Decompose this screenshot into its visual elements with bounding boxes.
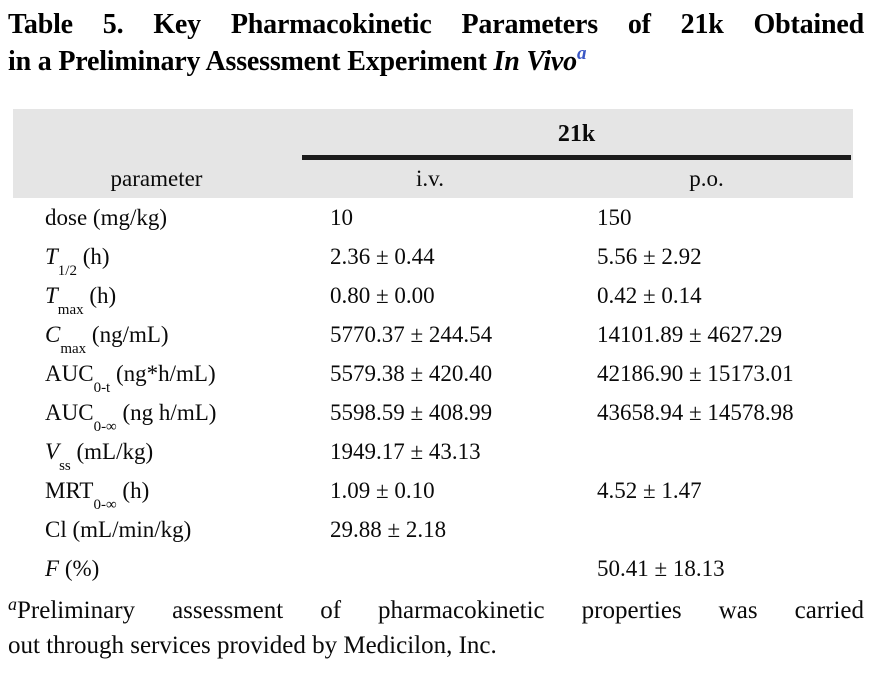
parameter-unit: (h): [83, 283, 117, 308]
parameter-unit: (mL/kg): [70, 439, 154, 464]
table-row: AUC0-∞ (ng h/mL) 5598.59 ± 408.99 43658.94…: [13, 393, 853, 435]
table-row: T1/2 (h) 2.36 ± 0.44 5.56 ± 2.92: [13, 237, 853, 279]
footnote-line2: out through services provided by Medicil…: [8, 632, 497, 659]
po-value-cell: 4.52 ± 1.47: [597, 478, 702, 503]
paper-page: Table 5. Key Pharmacokinetic Parameters …: [0, 6, 872, 673]
footnote-marker-superscript: a: [576, 43, 587, 64]
parameter-name: AUC: [45, 361, 94, 386]
iv-value-cell: [300, 549, 560, 588]
footnote-line1-text: Preliminary assessment of pharmacokineti…: [17, 597, 864, 624]
parameter-cell: AUC0-t (ng*h/mL): [13, 354, 300, 396]
parameter-subscript: 0-t: [93, 379, 111, 396]
table-row: MRT0-∞ (h) 1.09 ± 0.10 4.52 ± 1.47: [13, 471, 853, 513]
parameter-unit: (h): [76, 244, 110, 269]
po-value-cell: 150: [597, 205, 632, 230]
table-caption-line2: in a Preliminary Assessment Experiment I…: [8, 43, 864, 83]
table-row: Cmax (ng/mL) 5770.37 ± 244.54 14101.89 ± 4…: [13, 315, 853, 357]
parameter-cell: AUC0-∞ (ng h/mL): [13, 393, 300, 435]
table-caption-line1: Table 5. Key Pharmacokinetic Parameters …: [8, 9, 864, 40]
parameter-cell: Vss (mL/kg): [13, 432, 300, 474]
footnote-line1: aPreliminary assessment of pharmacokinet…: [8, 594, 864, 629]
table-caption-invivo: In Vivo: [493, 46, 578, 77]
parameter-cell: dose (mg/kg): [13, 198, 300, 237]
parameter-cell: MRT0-∞ (h): [13, 471, 300, 513]
column-header-iv: i.v.: [416, 166, 444, 191]
table-header-band: 21k parameter i.v. p.o.: [13, 109, 853, 198]
table-caption-line2-text: in a Preliminary Assessment Experiment: [8, 46, 494, 77]
iv-value-cell: 29.88 ± 2.18: [330, 517, 447, 542]
po-value-cell: 42186.90 ± 15173.01: [597, 361, 794, 386]
table-row: Tmax (h) 0.80 ± 0.00 0.42 ± 0.14: [13, 276, 853, 318]
parameter-subscript: ss: [59, 457, 71, 474]
column-header-row: parameter i.v. p.o.: [13, 160, 853, 198]
parameter-unit: (mg/kg): [87, 205, 168, 230]
iv-value-cell: 10: [330, 205, 353, 230]
iv-value-cell: 1.09 ± 0.10: [330, 478, 435, 503]
iv-value-cell: 1949.17 ± 43.13: [330, 439, 481, 464]
parameter-cell: Tmax (h): [13, 276, 300, 318]
parameter-subscript: max: [57, 301, 84, 318]
group-header-rule: [302, 155, 851, 160]
parameter-unit: (mL/min/kg): [66, 517, 192, 542]
column-header-po: p.o.: [689, 166, 724, 191]
group-header-row: 21k: [13, 109, 853, 155]
column-header-parameter: parameter: [110, 166, 203, 191]
parameter-cell: T1/2 (h): [13, 237, 300, 279]
parameter-subscript: 1/2: [57, 262, 77, 279]
parameter-unit: (%): [59, 556, 100, 581]
parameter-name: dose: [45, 205, 88, 230]
parameter-name: C: [45, 322, 61, 347]
table-row: Vss (mL/kg) 1949.17 ± 43.13: [13, 432, 853, 474]
table-row: Cl (mL/min/kg) 29.88 ± 2.18: [13, 510, 853, 549]
parameter-unit: (ng h/mL): [116, 400, 217, 425]
parameter-unit: (ng/mL): [86, 322, 169, 347]
parameter-subscript: 0-∞: [93, 496, 117, 513]
parameter-unit: (ng*h/mL): [110, 361, 216, 386]
parameter-name: T: [45, 244, 58, 269]
parameter-subscript: max: [60, 340, 87, 357]
parameter-name: T: [45, 283, 58, 308]
parameter-cell: Cmax (ng/mL): [13, 315, 300, 357]
table-caption: Table 5. Key Pharmacokinetic Parameters …: [8, 6, 864, 83]
parameter-unit: (h): [116, 478, 150, 503]
po-value-cell: [560, 510, 853, 549]
iv-value-cell: 0.80 ± 0.00: [330, 283, 435, 308]
parameter-name: AUC: [45, 400, 94, 425]
po-value-cell: 0.42 ± 0.14: [597, 283, 702, 308]
table-row: dose (mg/kg) 10 150: [13, 198, 853, 237]
po-value-cell: [560, 432, 853, 471]
iv-value-cell: 5579.38 ± 420.40: [330, 361, 493, 386]
group-header-21k: 21k: [557, 121, 596, 147]
po-value-cell: 43658.94 ± 14578.98: [597, 400, 794, 425]
iv-value-cell: 2.36 ± 0.44: [330, 244, 435, 269]
po-value-cell: 50.41 ± 18.13: [597, 556, 725, 581]
iv-value-cell: 5770.37 ± 244.54: [330, 322, 493, 347]
table-row: F (%) 50.41 ± 18.13: [13, 549, 853, 588]
parameter-name: V: [45, 439, 60, 464]
table-footnote: aPreliminary assessment of pharmacokinet…: [8, 594, 864, 662]
po-value-cell: 14101.89 ± 4627.29: [597, 322, 783, 347]
po-value-cell: 5.56 ± 2.92: [597, 244, 702, 269]
table-row: AUC0-t (ng*h/mL) 5579.38 ± 420.40 42186.90…: [13, 354, 853, 396]
parameter-name: Cl: [45, 517, 67, 542]
table-body: dose (mg/kg) 10 150 T1/2 (h) 2.36 ± 0.44 5.56…: [13, 198, 853, 588]
parameter-cell: F (%): [13, 549, 300, 588]
parameter-subscript: 0-∞: [93, 418, 117, 435]
parameter-name: F: [45, 556, 60, 581]
iv-value-cell: 5598.59 ± 408.99: [330, 400, 493, 425]
footnote-marker: a: [8, 594, 17, 614]
parameter-name: MRT: [45, 478, 94, 503]
parameter-cell: Cl (mL/min/kg): [13, 510, 300, 549]
